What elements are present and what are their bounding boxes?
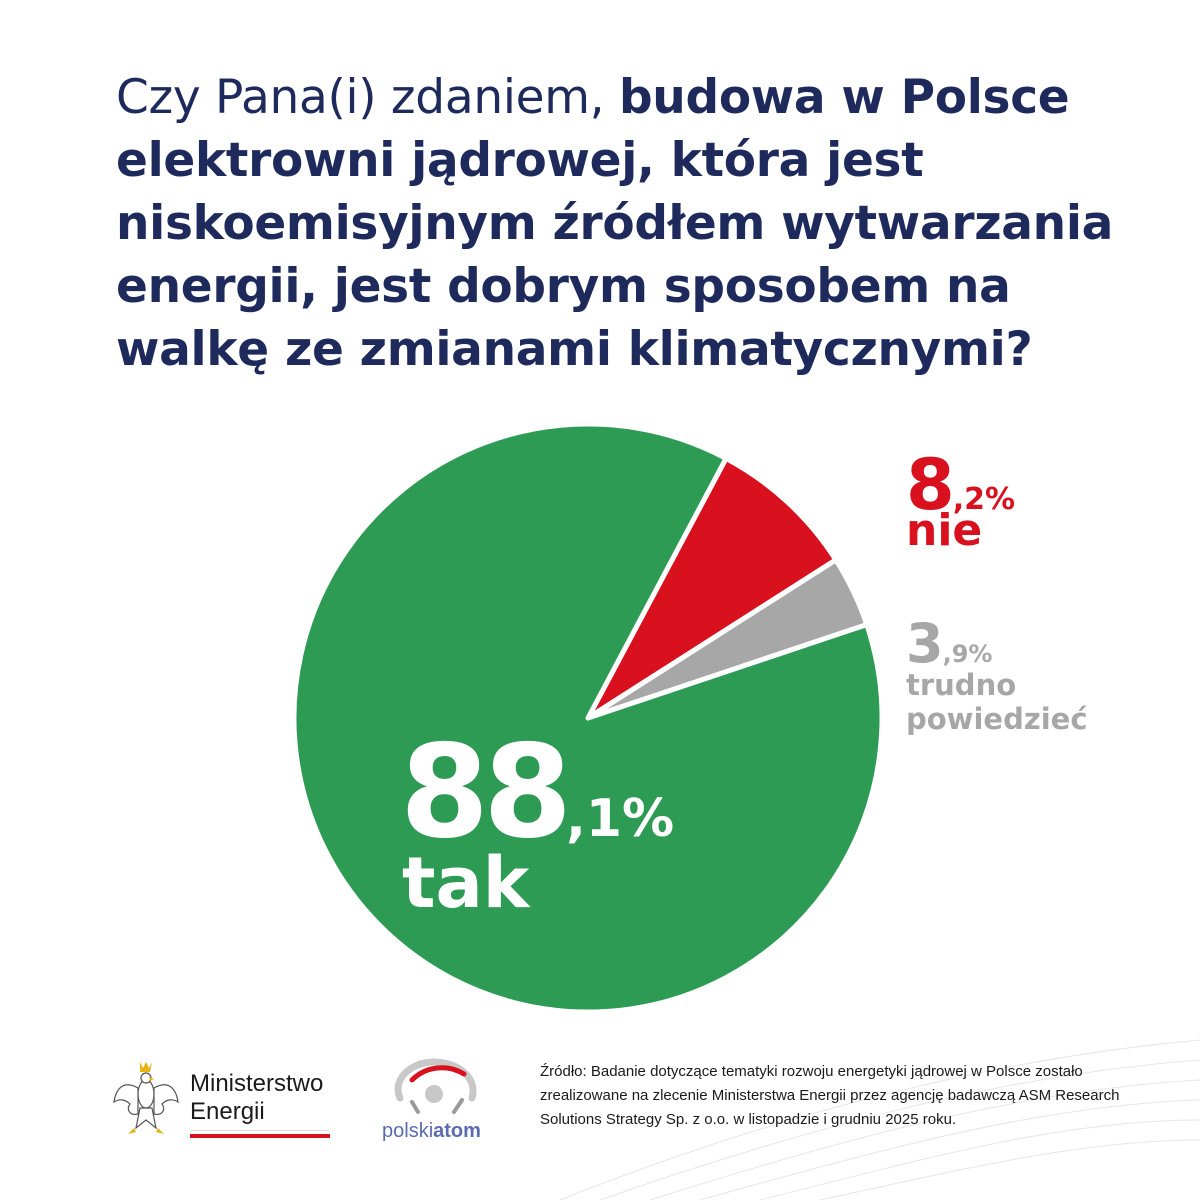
ministry-name: Ministerstwo Energii [190,1070,323,1126]
nie-percentage-small: ,2% [952,482,1016,517]
nie-percentage-big: 8 [906,444,955,526]
tak-label: tak [402,842,530,924]
source-note: Źródło: Badanie dotyczące tematyki rozwo… [540,1063,1120,1128]
trudno-percentage-small: ,9% [942,640,993,668]
eagle-emblem-icon [113,1062,179,1134]
pie-slice-nie [585,455,839,721]
nie-percentage: 8,2% [906,444,1015,526]
polskiatom-part2: atom [433,1120,481,1142]
trudno-percentage-big: 3 [906,612,944,675]
ministry-logo: Ministerstwo Energii [112,1058,342,1148]
question-main: budowa w Polsce elektrowni jądrowej, któ… [116,70,1114,377]
trudno-percentage: 3,9% [906,612,992,675]
ministry-name-line1: Ministerstwo [190,1070,324,1097]
question-title: Czy Pana(i) zdaniem, budowa w Polsce ele… [116,66,1156,381]
question-intro: Czy Pana(i) zdaniem, [116,70,619,125]
tak-percentage-small: ,1% [566,789,675,849]
polish-flag-stripe [190,1130,330,1138]
tak-percentage-big: 88 [400,718,572,867]
ministry-name-line2: Energii [190,1098,265,1125]
polskiatom-part1: polski [382,1120,434,1142]
tak-percentage: 88,1% [400,718,674,867]
trudno-label: trudno powiedzieć [906,668,1088,736]
polskiatom-wordmark: polskiatom [382,1120,481,1143]
nie-label: nie [906,505,983,556]
pie-slice-tak [291,421,885,1015]
polskiatom-logo: polskiatom [382,1054,492,1150]
atom-icon [394,1058,477,1114]
